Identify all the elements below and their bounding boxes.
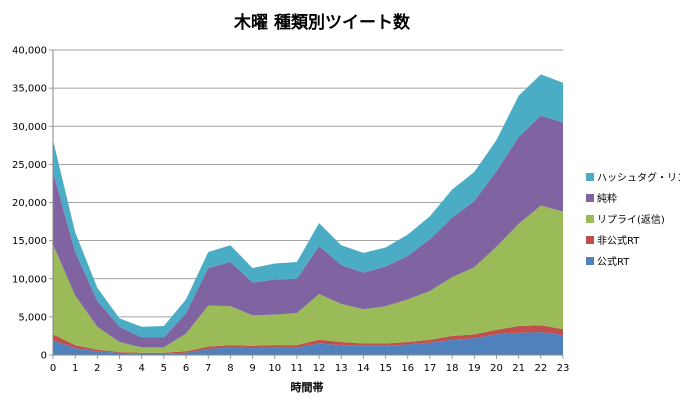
area-series-group — [53, 74, 563, 355]
x-tick-label: 20 — [490, 363, 503, 374]
x-tick-label: 13 — [335, 363, 348, 374]
x-tick-label: 7 — [205, 363, 211, 374]
y-tick-label: 15,000 — [12, 236, 47, 247]
x-tick-label: 22 — [534, 363, 547, 374]
y-tick-label: 5,000 — [18, 312, 47, 323]
x-tick-label: 17 — [424, 363, 437, 374]
y-tick-label: 40,000 — [12, 46, 47, 57]
y-tick-label: 25,000 — [12, 160, 47, 171]
y-tick-label: 35,000 — [12, 84, 47, 95]
y-tick-label: 0 — [41, 351, 47, 362]
x-tick-label: 11 — [291, 363, 304, 374]
legend-label: ハッシュタグ・リンク — [597, 171, 680, 184]
x-tick-label: 0 — [50, 363, 56, 374]
x-tick-label: 9 — [249, 363, 255, 374]
legend-swatch — [586, 194, 594, 202]
x-tick-label: 16 — [401, 363, 414, 374]
x-tick-label: 19 — [468, 363, 481, 374]
x-tick-label: 10 — [268, 363, 281, 374]
x-tick-label: 1 — [72, 363, 78, 374]
area-series-4 — [53, 115, 563, 348]
axes — [52, 50, 564, 359]
area-series-3 — [53, 205, 563, 353]
area-series-2 — [53, 325, 563, 354]
x-tick-label: 18 — [446, 363, 459, 374]
chart-title: 木曜 種類別ツイート数 — [233, 12, 411, 33]
x-tick-label: 4 — [139, 363, 145, 374]
x-tick-label: 15 — [379, 363, 392, 374]
legend: ハッシュタグ・リンク純粋リプライ(返信) 非公式RT 公式RT — [586, 171, 680, 268]
y-tick-label: 10,000 — [12, 274, 47, 285]
x-tick-label: 14 — [357, 363, 370, 374]
x-tick-label: 3 — [116, 363, 122, 374]
x-tick-label: 6 — [183, 363, 189, 374]
area-series-1 — [53, 332, 563, 355]
legend-label: 純粋 — [597, 192, 617, 205]
x-tick-label: 21 — [512, 363, 525, 374]
x-tick-label: 23 — [557, 363, 570, 374]
x-tick-label: 2 — [94, 363, 100, 374]
x-tick-label: 12 — [313, 363, 326, 374]
legend-swatch — [586, 236, 594, 244]
legend-label: 非公式RT — [597, 234, 640, 247]
y-tick-labels: 0 5,000 10,000 15,000 20,000 25,000 30,000 35,0… — [12, 46, 47, 362]
y-tick-label: 20,000 — [12, 198, 47, 209]
legend-swatch — [586, 215, 594, 223]
y-tick-label: 30,000 — [12, 122, 47, 133]
legend-swatch — [586, 173, 594, 181]
legend-swatch — [586, 257, 594, 265]
legend-label: リプライ(返信) — [597, 214, 665, 226]
x-tick-label: 8 — [227, 363, 233, 374]
gridlines — [49, 49, 563, 356]
x-tick-label: 5 — [161, 363, 167, 374]
legend-label: 公式RT — [597, 255, 630, 268]
x-tick-labels: 0 1 2 3 4 5 6 7 8 9 10 11 12 13 14 15 16 17 18 19 20 21 22 23 — [50, 363, 570, 374]
area-series-5 — [53, 74, 563, 338]
x-axis-title: 時間帯 — [291, 380, 324, 394]
